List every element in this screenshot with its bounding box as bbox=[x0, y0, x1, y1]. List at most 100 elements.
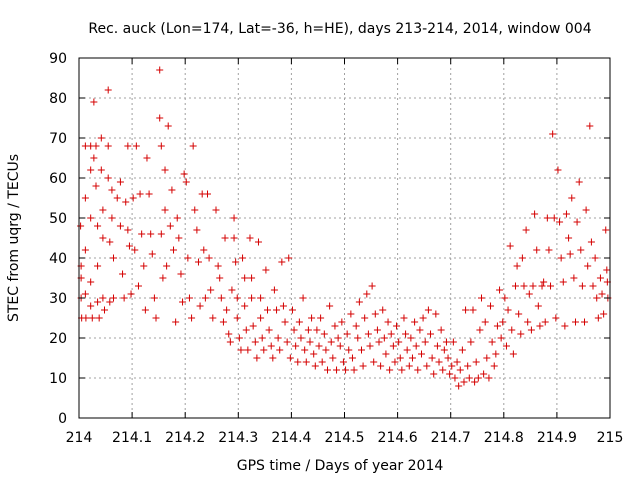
data-point bbox=[299, 294, 307, 302]
data-point bbox=[311, 362, 319, 370]
data-point bbox=[419, 314, 427, 322]
data-point bbox=[561, 322, 569, 330]
data-point bbox=[502, 342, 510, 350]
data-point bbox=[87, 214, 95, 222]
data-point bbox=[435, 358, 443, 366]
data-point bbox=[600, 310, 608, 318]
data-point bbox=[87, 278, 95, 286]
data-point bbox=[453, 358, 461, 366]
data-point bbox=[602, 226, 610, 234]
data-point bbox=[184, 254, 192, 262]
data-point bbox=[581, 318, 589, 326]
data-point bbox=[458, 346, 466, 354]
data-point bbox=[138, 230, 146, 238]
data-point bbox=[584, 262, 592, 270]
data-point bbox=[194, 258, 202, 266]
data-point bbox=[97, 166, 105, 174]
data-point bbox=[496, 286, 504, 294]
data-point bbox=[163, 262, 171, 270]
data-point bbox=[578, 282, 586, 290]
data-point bbox=[230, 214, 238, 222]
data-point bbox=[212, 206, 220, 214]
data-point bbox=[562, 210, 570, 218]
data-point bbox=[295, 318, 303, 326]
data-point bbox=[317, 314, 325, 322]
data-point bbox=[327, 338, 335, 346]
data-point bbox=[179, 298, 187, 306]
data-point bbox=[476, 326, 484, 334]
data-point bbox=[122, 198, 130, 206]
data-point bbox=[405, 362, 413, 370]
data-point bbox=[455, 382, 463, 390]
data-point bbox=[352, 322, 360, 330]
data-point bbox=[366, 342, 374, 350]
data-point bbox=[449, 338, 457, 346]
data-point bbox=[355, 298, 363, 306]
data-point bbox=[265, 326, 273, 334]
data-point bbox=[283, 338, 291, 346]
data-point bbox=[92, 142, 100, 150]
data-point bbox=[541, 318, 549, 326]
data-point bbox=[116, 178, 124, 186]
data-point bbox=[565, 234, 573, 242]
data-point bbox=[370, 358, 378, 366]
data-point bbox=[164, 122, 172, 130]
data-point bbox=[104, 174, 112, 182]
data-point bbox=[400, 314, 408, 322]
data-point bbox=[106, 238, 114, 246]
data-point bbox=[442, 338, 450, 346]
data-point bbox=[347, 310, 355, 318]
data-point bbox=[221, 234, 229, 242]
data-point bbox=[517, 330, 525, 338]
data-point bbox=[285, 254, 293, 262]
data-point bbox=[371, 310, 379, 318]
x-tick-label: 214.9 bbox=[537, 430, 577, 446]
data-point bbox=[189, 142, 197, 150]
data-point bbox=[529, 282, 537, 290]
data-point bbox=[127, 290, 135, 298]
data-point bbox=[439, 366, 447, 374]
data-point bbox=[81, 246, 89, 254]
data-point bbox=[408, 354, 416, 362]
data-point bbox=[456, 366, 464, 374]
data-point bbox=[99, 234, 107, 242]
data-point bbox=[262, 266, 270, 274]
data-point bbox=[345, 346, 353, 354]
data-point bbox=[274, 334, 282, 342]
data-point bbox=[533, 246, 541, 254]
data-point bbox=[396, 354, 404, 362]
data-point bbox=[251, 338, 259, 346]
data-point bbox=[276, 346, 284, 354]
data-point bbox=[364, 330, 372, 338]
data-point bbox=[260, 346, 268, 354]
data-point bbox=[350, 366, 358, 374]
data-point bbox=[131, 246, 139, 254]
data-point bbox=[477, 294, 485, 302]
data-point bbox=[421, 338, 429, 346]
data-point bbox=[472, 358, 480, 366]
data-point bbox=[575, 178, 583, 186]
data-point bbox=[242, 326, 250, 334]
data-point bbox=[368, 282, 376, 290]
data-point bbox=[301, 346, 309, 354]
data-point bbox=[428, 354, 436, 362]
data-point bbox=[417, 350, 425, 358]
data-point bbox=[568, 194, 576, 202]
data-point bbox=[182, 178, 190, 186]
data-point bbox=[235, 334, 243, 342]
data-point bbox=[200, 246, 208, 254]
data-point bbox=[547, 282, 555, 290]
data-point bbox=[143, 154, 151, 162]
data-point bbox=[177, 270, 185, 278]
data-point bbox=[196, 302, 204, 310]
data-point bbox=[594, 314, 602, 322]
data-point bbox=[94, 262, 102, 270]
data-point bbox=[246, 234, 254, 242]
data-point bbox=[363, 290, 371, 298]
data-point bbox=[161, 166, 169, 174]
data-point bbox=[315, 342, 323, 350]
y-tick-label: 0 bbox=[58, 411, 67, 427]
data-point bbox=[110, 294, 118, 302]
data-point bbox=[430, 370, 438, 378]
data-point bbox=[141, 306, 149, 314]
